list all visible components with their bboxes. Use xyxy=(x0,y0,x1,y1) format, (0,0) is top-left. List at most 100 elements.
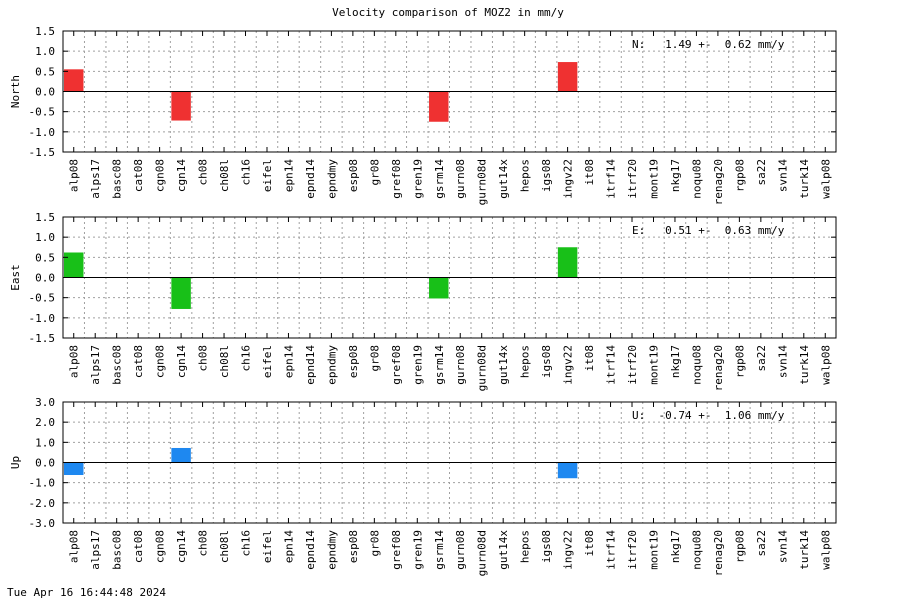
bar-alp08 xyxy=(64,462,84,476)
y-tick-label: -1.0 xyxy=(29,477,56,490)
x-tick-label: gurn08 xyxy=(454,159,467,199)
x-tick-label: gut14x xyxy=(497,345,510,385)
x-tick-label: esp08 xyxy=(347,530,360,563)
x-tick-label: gr08 xyxy=(368,530,381,557)
x-tick-label: epndmy xyxy=(325,530,338,570)
x-tick-label: epndmy xyxy=(325,159,338,199)
x-tick-label: renag20 xyxy=(712,159,725,205)
x-tick-label: ch08l xyxy=(218,159,231,192)
x-tick-label: turk14 xyxy=(798,345,811,385)
bar-alp08 xyxy=(64,69,84,92)
x-tick-label: epndmy xyxy=(325,345,338,385)
x-tick-label: eifel xyxy=(261,530,274,563)
x-tick-label: basc08 xyxy=(111,530,124,570)
x-tick-label: rgp08 xyxy=(733,159,746,192)
x-tick-label: alps17 xyxy=(89,530,102,570)
y-tick-label: -1.5 xyxy=(29,332,56,345)
x-tick-label: basc08 xyxy=(111,159,124,199)
x-tick-label: itrf20 xyxy=(626,345,639,385)
x-tick-label: it08 xyxy=(583,345,596,372)
y-tick-label: 0.5 xyxy=(35,251,55,264)
x-tick-label: it08 xyxy=(583,530,596,557)
x-tick-label: rgp08 xyxy=(733,345,746,378)
x-tick-label: itrf14 xyxy=(605,530,618,570)
x-tick-label: cat08 xyxy=(132,159,145,192)
x-tick-label: mont19 xyxy=(647,159,660,199)
x-tick-label: turk14 xyxy=(798,530,811,570)
x-tick-label: svn14 xyxy=(776,159,789,192)
x-tick-label: svn14 xyxy=(776,530,789,563)
x-tick-label: sa22 xyxy=(755,530,768,557)
y-tick-label: 1.5 xyxy=(35,211,55,224)
x-tick-label: alp08 xyxy=(68,530,81,563)
x-tick-label: itrf20 xyxy=(626,530,639,570)
x-tick-label: gurn08d xyxy=(476,159,489,205)
x-tick-label: epn14 xyxy=(282,530,295,563)
x-tick-label: igs08 xyxy=(540,345,553,378)
x-tick-label: eifel xyxy=(261,159,274,192)
y-tick-label: 0.5 xyxy=(35,65,55,78)
x-tick-label: gurn08 xyxy=(454,530,467,570)
x-tick-label: ch08 xyxy=(197,530,210,557)
bar-ingv22 xyxy=(557,62,578,92)
x-tick-label: hepos xyxy=(519,159,532,192)
x-tick-label: gren19 xyxy=(411,530,424,570)
x-tick-label: epnd14 xyxy=(304,345,317,385)
y-tick-label: 2.0 xyxy=(35,416,55,429)
y-tick-label: 0.0 xyxy=(35,86,55,99)
bar-cgn14 xyxy=(171,91,191,121)
stat-annotation: N: 1.49 +- 0.62 mm/y xyxy=(632,38,785,51)
x-tick-label: renag20 xyxy=(712,530,725,576)
x-tick-label: gref08 xyxy=(390,530,403,570)
x-tick-label: nkg17 xyxy=(669,530,682,563)
x-tick-label: walp08 xyxy=(819,530,832,570)
y-tick-label: 0.0 xyxy=(35,272,55,285)
x-tick-label: basc08 xyxy=(111,345,124,385)
y-tick-label: 1.0 xyxy=(35,436,55,449)
y-tick-label: 1.5 xyxy=(35,25,55,38)
x-tick-label: gut14x xyxy=(497,159,510,199)
y-tick-label: 0.0 xyxy=(35,457,55,470)
x-tick-label: ch08 xyxy=(197,345,210,372)
stat-annotation: E: 0.51 +- 0.63 mm/y xyxy=(632,224,785,237)
x-tick-label: gr08 xyxy=(368,345,381,372)
x-tick-label: gurn08 xyxy=(454,345,467,385)
x-tick-label: renag20 xyxy=(712,345,725,391)
x-tick-label: cat08 xyxy=(132,530,145,563)
x-tick-label: mont19 xyxy=(647,345,660,385)
x-tick-label: cat08 xyxy=(132,345,145,378)
x-tick-label: rgp08 xyxy=(733,530,746,563)
bar-cgn14 xyxy=(171,447,191,463)
x-tick-label: igs08 xyxy=(540,530,553,563)
x-tick-label: ingv22 xyxy=(562,345,575,385)
x-tick-label: alp08 xyxy=(68,159,81,192)
x-tick-label: itrf14 xyxy=(605,345,618,385)
x-tick-label: gren19 xyxy=(411,345,424,385)
x-tick-label: gr08 xyxy=(368,159,381,186)
y-tick-label: -0.5 xyxy=(29,106,56,119)
bar-cgn14 xyxy=(171,277,191,309)
bar-gsrm14 xyxy=(429,91,449,122)
x-tick-label: mont19 xyxy=(647,530,660,570)
x-tick-label: itrf14 xyxy=(605,159,618,199)
x-tick-label: ingv22 xyxy=(562,530,575,570)
x-tick-label: ch08l xyxy=(218,530,231,563)
x-tick-label: noqu08 xyxy=(690,159,703,199)
x-tick-label: gref08 xyxy=(390,159,403,199)
y-tick-label: -3.0 xyxy=(29,517,56,530)
x-tick-label: sa22 xyxy=(755,159,768,186)
x-tick-label: epn14 xyxy=(282,159,295,192)
x-tick-label: ch16 xyxy=(240,530,253,557)
bar-ingv22 xyxy=(557,462,578,479)
y-tick-label: -1.0 xyxy=(29,312,56,325)
x-tick-label: cgn08 xyxy=(154,530,167,563)
x-tick-label: itrf20 xyxy=(626,159,639,199)
x-tick-label: esp08 xyxy=(347,159,360,192)
x-tick-label: cgn14 xyxy=(175,345,188,378)
y-axis-label: East xyxy=(9,264,22,291)
x-tick-label: noqu08 xyxy=(690,530,703,570)
bar-gsrm14 xyxy=(429,277,449,299)
x-tick-label: it08 xyxy=(583,159,596,186)
x-tick-label: noqu08 xyxy=(690,345,703,385)
